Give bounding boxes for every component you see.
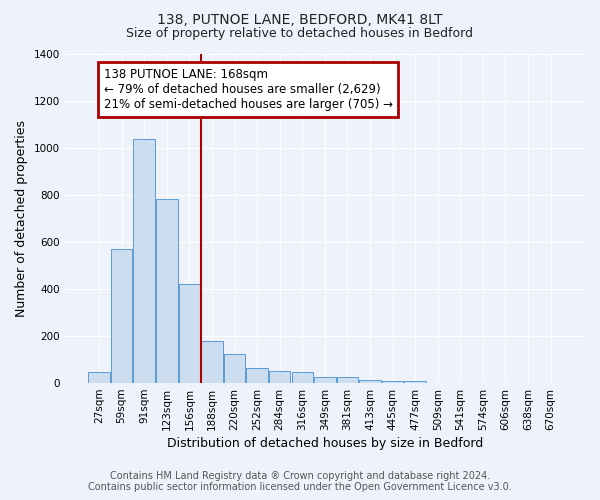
Text: 138, PUTNOE LANE, BEDFORD, MK41 8LT: 138, PUTNOE LANE, BEDFORD, MK41 8LT	[157, 12, 443, 26]
Text: 138 PUTNOE LANE: 168sqm
← 79% of detached houses are smaller (2,629)
21% of semi: 138 PUTNOE LANE: 168sqm ← 79% of detache…	[104, 68, 392, 111]
Bar	[359, 380, 381, 383]
Bar	[337, 377, 358, 383]
Bar	[404, 382, 426, 383]
Bar	[269, 372, 290, 383]
Bar	[224, 354, 245, 383]
Text: Contains HM Land Registry data ® Crown copyright and database right 2024.
Contai: Contains HM Land Registry data ® Crown c…	[88, 471, 512, 492]
Y-axis label: Number of detached properties: Number of detached properties	[15, 120, 28, 317]
Bar	[247, 368, 268, 383]
Bar	[156, 198, 178, 383]
Bar	[179, 284, 200, 383]
Bar	[111, 249, 133, 383]
Bar	[133, 138, 155, 383]
Text: Size of property relative to detached houses in Bedford: Size of property relative to detached ho…	[127, 28, 473, 40]
Bar	[201, 341, 223, 383]
Bar	[292, 372, 313, 383]
X-axis label: Distribution of detached houses by size in Bedford: Distribution of detached houses by size …	[167, 437, 483, 450]
Bar	[314, 376, 335, 383]
Bar	[382, 380, 403, 383]
Bar	[88, 372, 110, 383]
